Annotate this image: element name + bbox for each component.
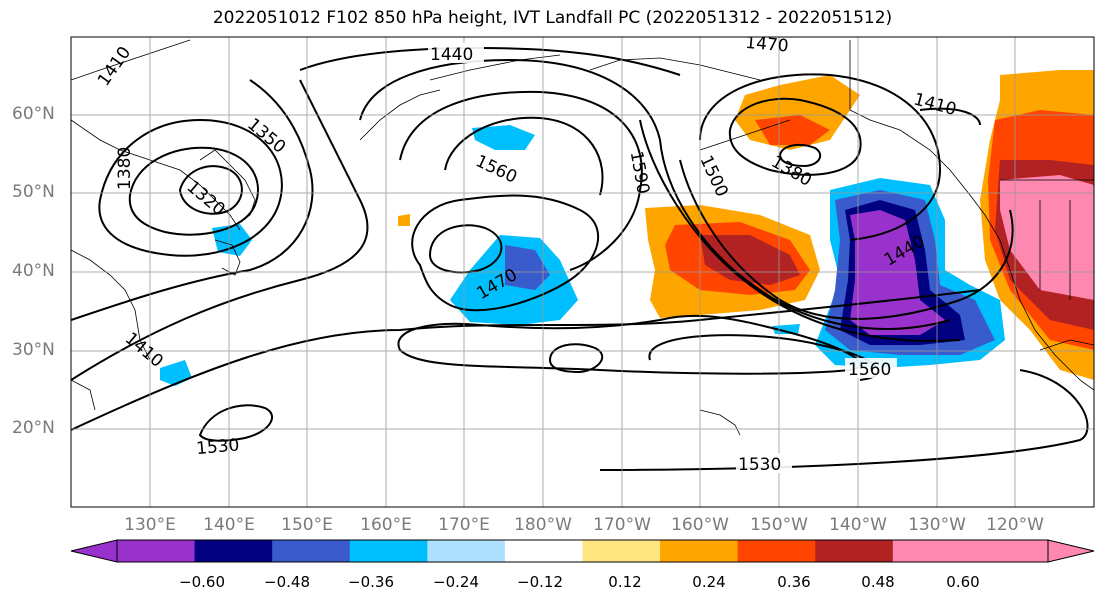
lon-label: 130°W [908,515,966,535]
colorbar-tick: −0.48 [264,573,310,591]
lon-label: 130°E [124,515,176,535]
lat-label-50: 50°N [12,182,55,202]
colorbar-tick: −0.12 [517,573,563,591]
contour-label: 1410 [121,329,167,372]
colorbar-swatch [194,540,273,562]
colorbar-tick: −0.24 [433,573,479,591]
colorbar-swatch [660,540,739,562]
colorbar-swatch [970,540,1049,562]
coastlines [71,39,1094,436]
map-frame [70,36,1095,508]
colorbar-frame [116,539,1049,563]
lon-label: 140°E [203,515,255,535]
lat-label-40: 40°N [12,261,55,281]
colorbar-swatch [582,540,661,562]
colorbar-arrow-left [70,539,118,563]
lat-label-20: 20°N [12,418,55,438]
contour-label: 1410 [94,43,135,90]
colorbar-swatch [737,540,816,562]
lon-label: 120°W [986,515,1044,535]
colorbar-swatch [427,540,506,562]
contour-label: 1560 [848,360,891,380]
colorbar-arrow-right [1047,539,1095,563]
colorbar-swatch [349,540,428,562]
contour-label: 1530 [738,455,781,475]
colorbar-tick: −0.60 [179,573,225,591]
lat-label-30: 30°N [12,340,55,360]
gridlines [71,37,1094,507]
contour-label: 1530 [195,435,240,459]
colorbar-swatch [892,540,971,562]
colorbar-tick: 0.48 [861,573,895,591]
colorbar-swatch [815,540,894,562]
lat-label-60: 60°N [12,104,55,124]
contour-label: 1590 [626,150,653,196]
contour-label: 1470 [744,33,789,57]
lon-label: 160°E [360,515,412,535]
contour-label: 1560 [472,151,520,187]
lon-label: 150°E [281,515,333,535]
contour-label: 1440 [430,45,473,65]
lon-label: 170°E [438,515,490,535]
lon-label: 160°W [671,515,729,535]
map-title: 2022051012 F102 850 hPa height, IVT Land… [212,8,893,28]
colorbar-tick: 0.24 [692,573,726,591]
colorbar-swatch [504,540,583,562]
colorbar-tick: −0.36 [348,573,394,591]
colorbar-tick: 0.60 [946,573,980,591]
colorbar-tick: 0.12 [608,573,642,591]
ivt-shading [160,70,1094,386]
contour-label: 1380 [115,147,135,190]
lon-label: 140°W [829,515,887,535]
lon-label: 180°W [514,515,572,535]
colorbar-swatch [117,540,196,562]
colorbar [70,539,1095,563]
contour-label: 1350 [243,114,289,157]
colorbar-tick: 0.36 [777,573,811,591]
lon-label: 150°W [750,515,808,535]
contour-label: 1380 [768,152,815,191]
colorbar-swatch [272,540,351,562]
lon-label: 170°W [593,515,651,535]
